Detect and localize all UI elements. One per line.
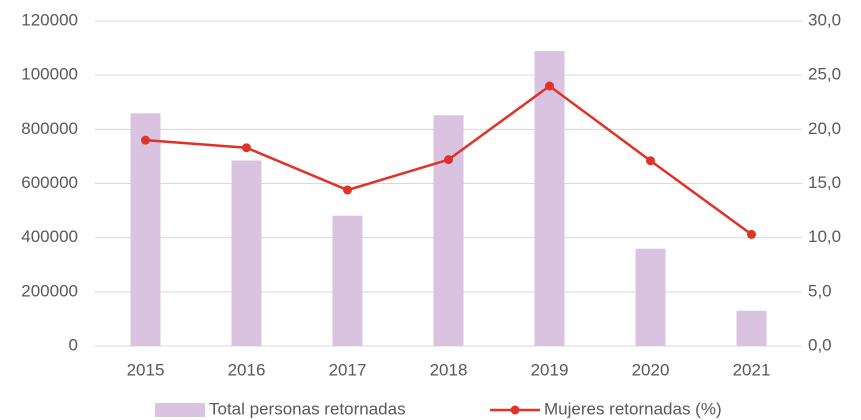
legend-label: Mujeres retornadas (%) bbox=[544, 399, 722, 418]
legend-label: Total personas retornadas bbox=[209, 399, 406, 418]
bar bbox=[534, 51, 565, 346]
y2-tick-label: 30,0 bbox=[808, 10, 841, 29]
bar bbox=[433, 115, 464, 346]
point bbox=[343, 185, 352, 195]
bar bbox=[130, 113, 161, 347]
y2-tick-label: 10,0 bbox=[808, 227, 841, 246]
x-tick-label: 2020 bbox=[632, 360, 670, 379]
point bbox=[141, 135, 150, 145]
y-tick-label: 400000 bbox=[21, 227, 78, 246]
point bbox=[747, 229, 756, 239]
y-tick-label: 600000 bbox=[21, 173, 78, 192]
bar bbox=[736, 310, 767, 346]
y2-tick-label: 25,0 bbox=[808, 65, 841, 84]
y2-tick-label: 5,0 bbox=[808, 281, 832, 300]
y2-tick-label: 0,0 bbox=[808, 335, 832, 354]
y-tick-label: 100000 bbox=[21, 65, 78, 84]
x-tick-label: 2015 bbox=[127, 360, 165, 379]
point bbox=[242, 143, 251, 153]
point bbox=[646, 156, 655, 166]
y-tick-label: 800000 bbox=[21, 119, 78, 138]
legend-swatch bbox=[510, 405, 520, 415]
y-tick-label: 200000 bbox=[21, 281, 78, 300]
y-tick-label: 120000 bbox=[21, 10, 78, 29]
bar bbox=[231, 160, 262, 346]
legend-swatch bbox=[155, 403, 205, 417]
x-tick-label: 2019 bbox=[531, 360, 569, 379]
y2-tick-label: 20,0 bbox=[808, 119, 841, 138]
x-tick-label: 2021 bbox=[733, 360, 771, 379]
bar bbox=[332, 215, 363, 346]
x-tick-label: 2018 bbox=[430, 360, 468, 379]
point bbox=[545, 81, 554, 91]
x-tick-label: 2016 bbox=[228, 360, 266, 379]
point bbox=[444, 155, 453, 165]
y2-tick-label: 15,0 bbox=[808, 173, 841, 192]
x-tick-label: 2017 bbox=[329, 360, 367, 379]
y-tick-label: 0 bbox=[69, 335, 78, 354]
bar bbox=[635, 248, 666, 346]
